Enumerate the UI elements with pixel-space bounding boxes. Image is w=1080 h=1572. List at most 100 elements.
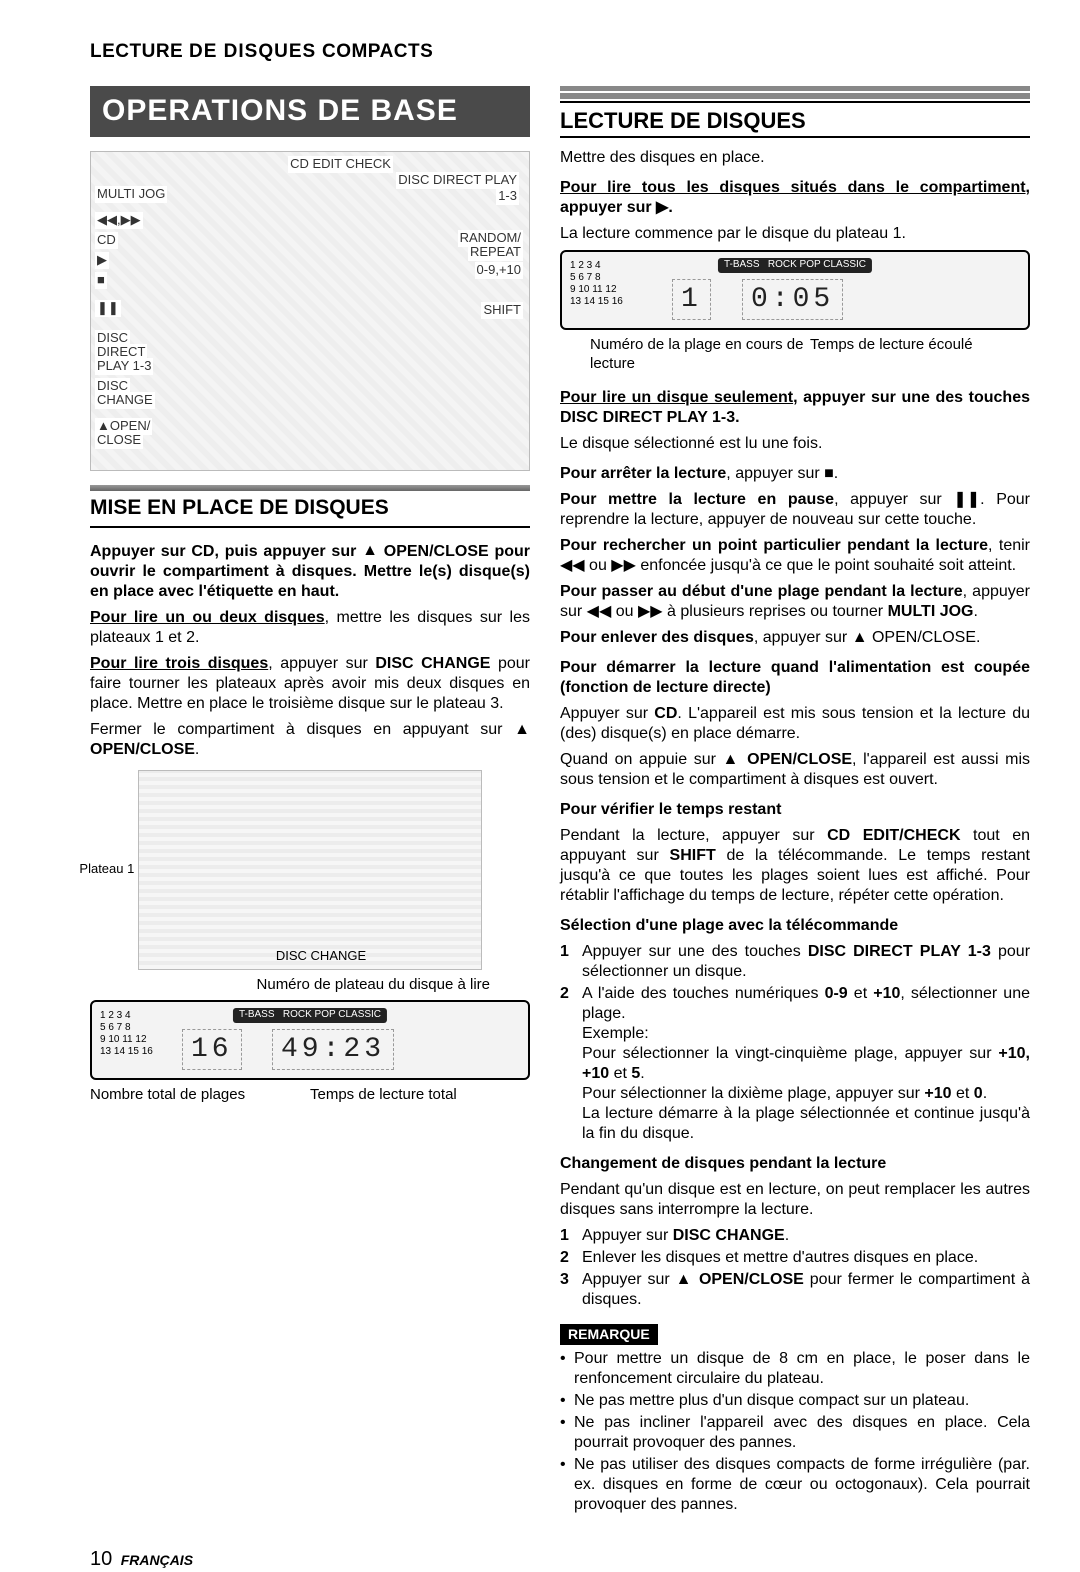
t: La lecture démarre à la plage sélectionn… — [582, 1105, 1030, 1142]
t: . — [974, 603, 978, 620]
lcd-play: 1 2 3 45 6 7 89 10 11 1213 14 15 16 T-BA… — [560, 250, 1030, 330]
lcd-caption: Nombre total de plages Temps de lecture … — [90, 1086, 530, 1105]
right-head-wrap: LECTURE DE DISQUES — [560, 86, 1030, 139]
r-p1: La lecture commence par le disque du pla… — [560, 224, 1030, 244]
t: Appuyer sur — [582, 1227, 673, 1244]
t: Pour rechercher un point particulier pen… — [560, 537, 988, 554]
lcd-total: 1 2 3 45 6 7 89 10 11 1213 14 15 16 T-BA… — [90, 1000, 530, 1080]
t: 5 — [631, 1065, 640, 1082]
n: 1 — [560, 1226, 582, 1246]
r-remain-p: Pendant la lecture, appuyer sur CD EDIT/… — [560, 826, 1030, 906]
t: OPEN/CLOSE — [699, 1271, 804, 1288]
r-stop: Pour arrêter la lecture, appuyer sur ■. — [560, 464, 1030, 484]
r-pause: Pour mettre la lecture en pause, appuyer… — [560, 490, 1030, 530]
cap-left: Nombre total de plages — [90, 1086, 310, 1105]
t: DISC CHANGE — [375, 655, 490, 672]
t: Enlever les disques et mettre d'autres d… — [582, 1248, 1030, 1268]
lbl-stop: ■ — [95, 272, 107, 288]
t: Exemple: — [582, 1025, 649, 1042]
t: Pour mettre la lecture en pause — [560, 491, 834, 508]
t: Appuyer sur ▲ OPEN/CLOSE pour fermer le … — [582, 1270, 1030, 1310]
t: Pour sélectionner la vingt-cinquième pla… — [582, 1045, 998, 1062]
t: . — [640, 1065, 644, 1082]
note-1: Pour mettre un disque de 8 cm en place, … — [560, 1349, 1030, 1389]
right-column: LECTURE DE DISQUES Mettre des disques en… — [560, 86, 1030, 1518]
figure-controls: CD EDIT CHECK DISC DIRECT PLAY 1-3 MULTI… — [90, 151, 530, 471]
lbl-discchange: DISC CHANGE — [276, 948, 366, 964]
t: Pour lire trois disques — [90, 655, 268, 672]
sel-1: 1Appuyer sur une des touches DISC DIRECT… — [560, 942, 1030, 982]
note-3: Ne pas incliner l'appareil avec des disq… — [560, 1413, 1030, 1453]
lbl-plateau: Plateau 1 — [79, 861, 134, 877]
page-footer: 10 FRANÇAIS — [90, 1547, 1030, 1572]
eject-icon: ▲ — [362, 541, 378, 561]
t: Pour lire un ou deux disques — [90, 609, 325, 626]
t: . — [195, 741, 199, 758]
r-sel-h: Sélection d'une plage avec la télécomman… — [560, 916, 1030, 936]
r-ch-p: Pendant qu'un disque est en lecture, on … — [560, 1180, 1030, 1220]
eject-icon: ▲ — [514, 721, 530, 738]
cap-right: Temps de lecture total — [310, 1086, 530, 1105]
t: , appuyer sur — [268, 655, 375, 672]
t: Pendant la lecture, appuyer sur — [560, 827, 827, 844]
sel-list: 1Appuyer sur une des touches DISC DIRECT… — [560, 942, 1030, 1144]
t: Appuyer sur DISC CHANGE. — [582, 1226, 1030, 1246]
n: 3 — [560, 1270, 582, 1310]
t: CD — [654, 705, 677, 722]
seg-time: 49:23 — [272, 1029, 394, 1070]
figure-tray: Plateau 1 DISC CHANGE — [138, 770, 481, 970]
left-p1: Appuyer sur CD, puis appuyer sur ▲ OPEN/… — [90, 542, 530, 602]
r-p0: Mettre des disques en place. — [560, 148, 1030, 168]
lbl-shift: SHIFT — [481, 302, 523, 318]
t: Ne pas incliner l'appareil avec des disq… — [574, 1413, 1030, 1453]
t: 0 — [974, 1085, 983, 1102]
t: et — [609, 1065, 631, 1082]
lbl-rewff: ◀◀,▶▶ — [95, 212, 143, 228]
banner-operations: OPERATIONS DE BASE — [90, 86, 530, 138]
t: SHIFT — [670, 847, 716, 864]
t: DISC CHANGE — [673, 1227, 785, 1244]
t: Appuyer sur CD, puis appuyer sur — [90, 543, 362, 560]
t: Appuyer sur ▲ — [582, 1271, 699, 1288]
r-skip: Pour passer au début d'une plage pendant… — [560, 582, 1030, 622]
ch-3: 3Appuyer sur ▲ OPEN/CLOSE pour fermer le… — [560, 1270, 1030, 1310]
lcd-grid2: 1 2 3 45 6 7 89 10 11 1213 14 15 16 — [570, 260, 623, 308]
left-p2: Pour lire un ou deux disques, mettre les… — [90, 608, 530, 648]
hdr-b: DE DISQUES — [189, 41, 316, 62]
ch-1: 1Appuyer sur DISC CHANGE. — [560, 1226, 1030, 1246]
hdr-a: LECTURE — [90, 41, 189, 62]
r-ch-h: Changement de disques pendant la lecture — [560, 1154, 1030, 1174]
lbl-play13: PLAY 1-3 — [95, 358, 153, 374]
t: Pour sélectionner la dixième plage, appu… — [582, 1085, 924, 1102]
r-p2: Le disque sélectionné est lu une fois. — [560, 434, 1030, 454]
r-remain-h: Pour vérifier le temps restant — [560, 800, 1030, 820]
section-mise-en-place: MISE EN PLACE DE DISQUES — [90, 495, 530, 527]
t: et — [952, 1085, 974, 1102]
t: , appuyer sur ▲ OPEN/CLOSE. — [754, 629, 981, 646]
t: Pour arrêter la lecture — [560, 465, 726, 482]
lang-label: FRANÇAIS — [121, 1552, 193, 1568]
t: DISC DIRECT PLAY 1-3 — [808, 943, 991, 960]
lbl-pause: ❚❚ — [95, 300, 121, 316]
cap2: Temps de lecture écoulé — [810, 336, 1030, 374]
sel-2: 2 A l'aide des touches numériques 0-9 et… — [560, 984, 1030, 1144]
lbl-ddp: DISC DIRECT PLAY — [396, 172, 519, 188]
lbl-multijog: MULTI JOG — [95, 186, 167, 202]
t: Quand on appuie sur ▲ — [560, 751, 747, 768]
note-2: Ne pas mettre plus d'un disque compact s… — [560, 1391, 1030, 1411]
notes-list: Pour mettre un disque de 8 cm en place, … — [560, 1349, 1030, 1515]
t: Pour passer au début d'une plage pendant… — [560, 583, 963, 600]
section-lecture: LECTURE DE DISQUES — [560, 101, 1030, 139]
hdr-c: COMPACTS — [316, 41, 433, 62]
n: 2 — [560, 984, 582, 1144]
r-search: Pour rechercher un point particulier pen… — [560, 536, 1030, 576]
seg-time2: 0:05 — [742, 279, 843, 320]
t: OPEN/CLOSE — [90, 741, 195, 758]
r-h2: Pour lire un disque seulement, appuyer s… — [560, 388, 1030, 428]
t: . — [983, 1085, 987, 1102]
lcd-grid: 1 2 3 45 6 7 89 10 11 1213 14 15 16 — [100, 1010, 153, 1058]
t: Appuyer sur une des touches — [582, 943, 808, 960]
lbl-cd: CD — [95, 232, 118, 248]
rule — [90, 485, 530, 491]
lbl-nums: 0-9,+10 — [475, 262, 523, 278]
